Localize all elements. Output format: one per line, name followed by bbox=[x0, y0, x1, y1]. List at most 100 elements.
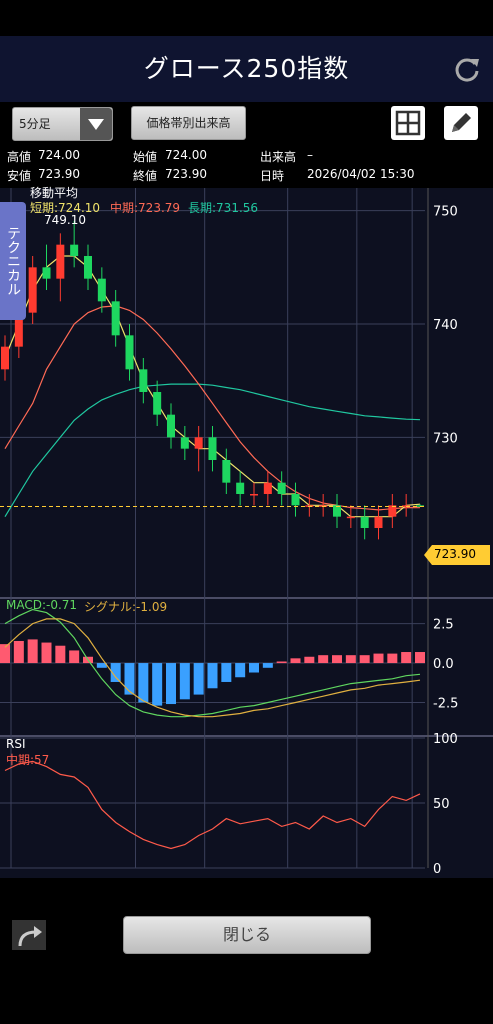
candle bbox=[139, 369, 148, 392]
y-tick-label: 730 bbox=[433, 431, 458, 446]
last-price-badge: 723.90 bbox=[424, 545, 490, 565]
candle bbox=[250, 494, 258, 496]
high-value: 724.00 bbox=[38, 148, 80, 162]
rsi-legend-mid: 中期:57 bbox=[6, 753, 50, 767]
macd-histogram-bar bbox=[96, 663, 107, 668]
candle bbox=[222, 460, 231, 483]
macd-histogram-bar bbox=[387, 653, 398, 664]
ma-legend-title: 移動平均 bbox=[30, 186, 79, 200]
candle bbox=[111, 301, 120, 336]
macd-histogram-bar bbox=[179, 663, 190, 700]
y-tick-label: 50 bbox=[433, 797, 450, 812]
volume-value: – bbox=[307, 148, 313, 162]
open-value: 724.00 bbox=[165, 148, 207, 162]
macd-histogram-bar bbox=[262, 663, 273, 668]
long-ma-line bbox=[4, 383, 421, 518]
macd-histogram-bar bbox=[415, 652, 425, 664]
macd-histogram-bar bbox=[0, 644, 10, 664]
macd-histogram-bar bbox=[249, 663, 259, 673]
ma-legend-long: 長期:731.56 bbox=[188, 201, 259, 215]
macd-histogram-bar bbox=[359, 655, 370, 664]
macd-histogram-bar bbox=[69, 650, 80, 664]
macd-histogram-bar bbox=[207, 663, 218, 689]
macd-histogram-bar bbox=[110, 663, 121, 682]
candle bbox=[277, 482, 286, 494]
candle bbox=[167, 414, 175, 438]
y-tick-label: 0 bbox=[433, 862, 441, 877]
y-tick-label: 0.0 bbox=[433, 657, 454, 672]
macd-histogram-bar bbox=[332, 655, 342, 664]
macd-histogram-bar bbox=[193, 663, 204, 695]
candle bbox=[333, 505, 341, 517]
open-label: 始値 bbox=[133, 150, 158, 164]
macd-histogram-bar bbox=[221, 663, 232, 682]
high-marker-label: 749.10 bbox=[44, 213, 86, 227]
candle bbox=[70, 244, 79, 256]
datetime-label: 日時 bbox=[260, 169, 285, 183]
period-select-value: 5分足 bbox=[19, 117, 51, 131]
page-title: グロース250指数 bbox=[143, 54, 350, 83]
period-select[interactable]: 5分足 bbox=[12, 107, 113, 141]
macd-histogram-bar bbox=[13, 640, 24, 664]
grid-icon bbox=[395, 110, 421, 136]
chart-area[interactable] bbox=[0, 188, 493, 878]
macd-histogram-bar bbox=[318, 655, 329, 664]
candle bbox=[56, 244, 65, 279]
close-price-label: 終値 bbox=[133, 169, 158, 183]
candle bbox=[374, 516, 383, 528]
candle bbox=[360, 516, 369, 528]
macd-histogram-bar bbox=[345, 655, 356, 664]
macd-histogram-bar bbox=[41, 642, 52, 664]
macd-histogram-bar bbox=[290, 658, 301, 664]
candle bbox=[97, 278, 106, 302]
macd-histogram-bar bbox=[27, 639, 38, 664]
signal-line bbox=[4, 618, 421, 718]
draw-button[interactable] bbox=[444, 106, 478, 140]
candle bbox=[236, 482, 245, 494]
technical-tab[interactable]: テクニカル bbox=[0, 202, 26, 320]
high-label: 高値 bbox=[7, 150, 32, 164]
candle bbox=[125, 335, 134, 370]
macd-line bbox=[4, 608, 421, 718]
title-bar bbox=[0, 36, 493, 102]
macd-histogram-bar bbox=[138, 663, 149, 703]
mid-ma-line bbox=[4, 305, 421, 511]
rotate-back-icon[interactable] bbox=[10, 918, 48, 952]
macd-histogram-bar bbox=[304, 656, 315, 664]
y-tick-label: 740 bbox=[433, 318, 458, 333]
refresh-icon[interactable] bbox=[453, 55, 481, 83]
ma-legend-mid: 中期:723.79 bbox=[110, 201, 181, 215]
rsi-legend-title: RSI bbox=[6, 737, 26, 751]
y-tick-label: 100 bbox=[433, 732, 458, 747]
close-price-value: 723.90 bbox=[165, 167, 207, 181]
grid-layout-button[interactable] bbox=[391, 106, 425, 140]
price-band-volume-button[interactable]: 価格帯別出来高 bbox=[131, 106, 246, 140]
candle bbox=[42, 267, 51, 279]
candle bbox=[84, 256, 92, 279]
candle bbox=[388, 505, 397, 517]
candle bbox=[346, 516, 355, 519]
chevron-down-icon bbox=[80, 108, 112, 140]
macd-histogram-bar bbox=[276, 661, 287, 664]
rsi-line bbox=[4, 760, 421, 850]
status-bar bbox=[0, 0, 493, 36]
candle bbox=[263, 482, 272, 494]
low-label: 安値 bbox=[7, 169, 32, 183]
volume-label: 出来高 bbox=[260, 150, 297, 164]
chart-svg[interactable]: 7507407302.50.0-2.510050009:0010:0011:00… bbox=[0, 188, 493, 878]
candle bbox=[291, 494, 300, 506]
last-price-value: 723.90 bbox=[434, 547, 476, 561]
macd-histogram-bar bbox=[55, 645, 66, 664]
ma-legend-short: 短期:724.10 bbox=[30, 201, 101, 215]
signal-legend: シグナル:-1.09 bbox=[84, 600, 168, 614]
close-button[interactable]: 閉じる bbox=[123, 916, 371, 954]
candle bbox=[14, 312, 23, 347]
pencil-icon bbox=[452, 113, 471, 132]
candle bbox=[194, 437, 203, 449]
low-value: 723.90 bbox=[38, 167, 80, 181]
datetime-value: 2026/04/02 15:30 bbox=[307, 167, 415, 181]
macd-histogram-bar bbox=[152, 663, 163, 706]
short-ma-line bbox=[4, 255, 421, 518]
candle bbox=[153, 392, 162, 415]
macd-histogram-bar bbox=[373, 653, 384, 664]
